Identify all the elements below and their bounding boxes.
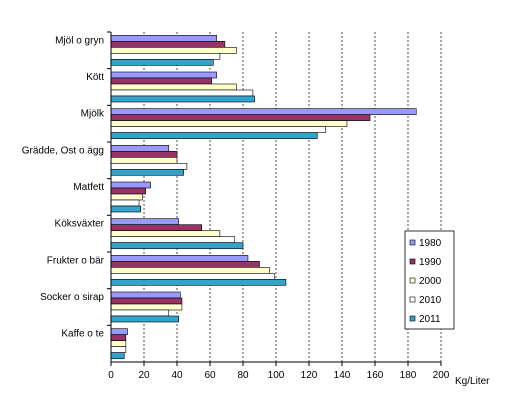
bar — [110, 291, 181, 299]
category-label: Grädde, Ost o ägg — [22, 145, 104, 156]
bar — [110, 193, 143, 201]
bar — [110, 187, 146, 195]
bar — [110, 95, 255, 103]
bar — [110, 279, 287, 286]
bar — [110, 120, 348, 127]
bar — [110, 126, 326, 133]
legend-swatch — [409, 277, 416, 284]
category-label: Mjölk — [81, 109, 105, 120]
bar — [110, 328, 128, 335]
bar — [110, 145, 170, 152]
legend-label: 1990 — [419, 257, 442, 268]
category-label: Kaffe o te — [61, 329, 104, 340]
bar — [110, 267, 270, 274]
bar — [110, 340, 127, 347]
x-tick-label: 100 — [268, 370, 285, 381]
bar — [110, 83, 237, 91]
legend-label: 2000 — [419, 276, 442, 287]
legend-label: 2011 — [419, 314, 441, 325]
bar — [110, 71, 217, 79]
category-label: Mjöl o gryn — [55, 35, 104, 46]
bar — [110, 255, 249, 262]
bar — [110, 108, 417, 115]
legend-swatch — [409, 239, 416, 246]
bar — [110, 303, 183, 311]
category-label: Frukter o bär — [47, 255, 105, 266]
category-label: Kött — [86, 72, 104, 83]
bar — [110, 205, 142, 213]
x-axis-label: Kg/Liter — [455, 376, 490, 387]
bar — [110, 297, 183, 305]
x-tick-label: 40 — [171, 370, 183, 381]
category-label: Köksväxter — [55, 219, 105, 230]
x-tick-label: 180 — [400, 370, 417, 381]
category-labels: Mjöl o gryn Kött Mjölk Grädde, Ost o ägg Mat… — [22, 31, 111, 340]
legend: 1980 1990 2000 2010 2011 — [404, 230, 455, 330]
bar — [110, 273, 275, 280]
bars — [110, 35, 417, 359]
bar — [110, 59, 214, 66]
x-tick-label: 60 — [204, 370, 216, 381]
bar — [110, 89, 254, 97]
bar — [110, 315, 179, 323]
bar — [110, 309, 170, 317]
bar — [110, 163, 188, 170]
x-tick-label: 0 — [108, 370, 114, 381]
bar — [110, 224, 203, 231]
bar — [110, 181, 151, 189]
bar — [110, 261, 260, 268]
x-tick-label: 20 — [138, 370, 150, 381]
legend-label: 2010 — [419, 295, 442, 306]
category-label: Matfett — [73, 182, 104, 193]
bar — [110, 346, 127, 353]
x-tick-label: 120 — [301, 370, 318, 381]
bar — [110, 47, 237, 54]
bar — [110, 132, 318, 139]
legend-swatch — [409, 258, 416, 265]
bar — [110, 334, 127, 341]
bar — [110, 35, 217, 42]
bar — [110, 157, 178, 164]
legend-swatch — [409, 296, 416, 303]
x-ticks: 0 20 40 60 80 100 120 140 160 180 200 — [108, 362, 450, 381]
bar — [110, 77, 212, 85]
bar — [110, 151, 178, 158]
category-label: Socker o sirap — [40, 292, 104, 303]
bar — [110, 352, 125, 359]
x-tick-label: 200 — [433, 370, 450, 381]
bar — [110, 114, 371, 121]
legend-label: 1980 — [419, 238, 442, 249]
grid-lines — [143, 32, 442, 362]
bar — [110, 199, 140, 207]
bar — [110, 218, 179, 225]
bar — [110, 41, 226, 48]
x-tick-label: 140 — [334, 370, 351, 381]
bar — [110, 169, 184, 176]
bar — [110, 53, 221, 60]
legend-swatch — [409, 315, 416, 322]
bar — [110, 230, 221, 237]
x-tick-label: 80 — [237, 370, 249, 381]
bar — [110, 242, 244, 249]
x-tick-label: 160 — [367, 370, 384, 381]
bar — [110, 236, 236, 243]
